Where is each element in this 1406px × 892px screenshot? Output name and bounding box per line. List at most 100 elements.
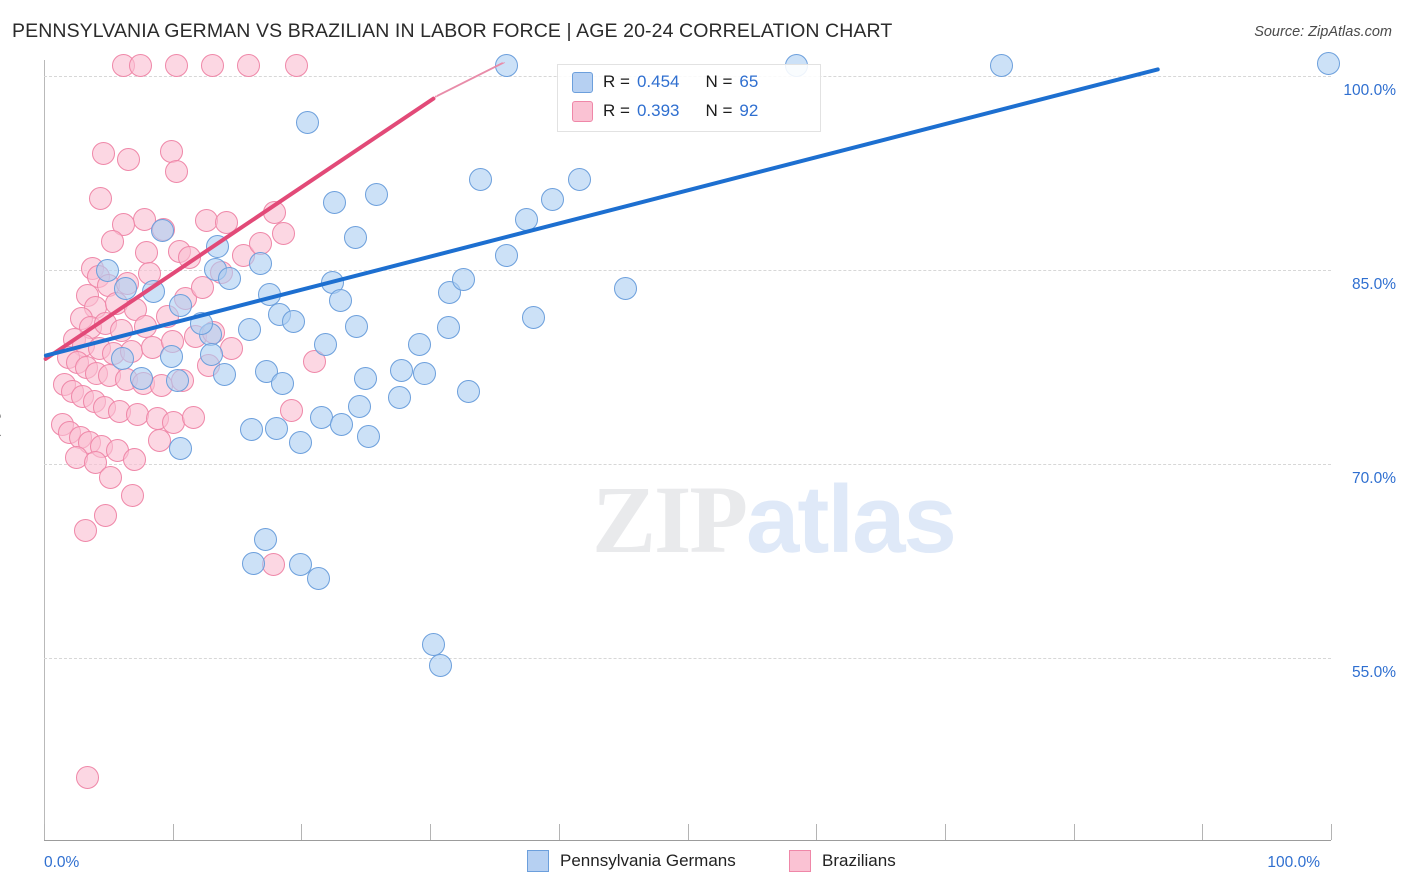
x-axis-tick bbox=[1074, 824, 1075, 840]
data-point bbox=[242, 551, 266, 575]
data-point bbox=[73, 519, 97, 543]
data-point bbox=[91, 141, 115, 165]
data-point bbox=[329, 413, 353, 437]
data-point bbox=[390, 358, 414, 382]
x-axis-tick bbox=[688, 824, 689, 840]
data-point bbox=[422, 633, 446, 657]
x-axis-tick bbox=[173, 824, 174, 840]
x-axis-tick-label-min: 0.0% bbox=[44, 854, 80, 871]
data-point bbox=[111, 347, 134, 371]
data-point bbox=[261, 552, 285, 576]
data-point bbox=[521, 305, 545, 329]
data-point bbox=[199, 343, 223, 367]
y-axis-tick-label: 85.0% bbox=[1352, 275, 1396, 293]
data-point bbox=[408, 333, 432, 357]
data-point bbox=[159, 344, 183, 368]
data-point bbox=[217, 267, 241, 291]
data-point bbox=[94, 503, 118, 527]
data-point bbox=[122, 448, 146, 472]
data-point bbox=[540, 188, 564, 212]
watermark-atlas: atlas bbox=[746, 466, 957, 573]
data-point bbox=[436, 316, 460, 340]
zipatlas-watermark: ZIPatlas bbox=[592, 464, 957, 575]
data-point bbox=[428, 653, 452, 677]
y-axis-title: In Labor Force | Age 20-24 bbox=[0, 361, 2, 539]
data-point bbox=[1316, 52, 1340, 76]
data-point bbox=[271, 221, 295, 245]
data-point bbox=[284, 53, 308, 77]
data-point bbox=[494, 53, 518, 77]
x-axis-tick-label-max: 100.0% bbox=[1267, 854, 1320, 871]
stats-r-value-pink: 0.393 bbox=[636, 101, 680, 120]
data-point bbox=[150, 219, 174, 243]
stats-row-pennsylvania-germans: R = 0.454 N = 65 bbox=[572, 69, 758, 95]
x-axis-tick bbox=[559, 824, 560, 840]
data-point bbox=[302, 349, 326, 373]
gridline bbox=[44, 269, 1331, 271]
data-point bbox=[168, 294, 192, 318]
x-axis-tick bbox=[301, 824, 302, 840]
data-point bbox=[387, 386, 411, 410]
data-point bbox=[452, 268, 476, 292]
x-axis-tick bbox=[44, 824, 45, 840]
legend-swatch-pennsylvania-germans bbox=[527, 850, 549, 872]
data-point bbox=[990, 53, 1014, 77]
x-axis-tick bbox=[816, 824, 817, 840]
data-point bbox=[181, 405, 205, 429]
data-point bbox=[238, 317, 262, 341]
stats-swatch-pennsylvania-germans bbox=[572, 71, 593, 93]
data-point bbox=[148, 428, 172, 452]
data-point bbox=[239, 418, 263, 442]
stats-n-value-pink: 92 bbox=[739, 101, 759, 120]
data-point bbox=[117, 148, 141, 172]
data-point bbox=[296, 110, 320, 134]
source-attribution: Source: ZipAtlas.com bbox=[1254, 24, 1392, 40]
y-axis-tick-label: 55.0% bbox=[1352, 663, 1396, 681]
data-point bbox=[113, 277, 137, 301]
watermark-zip: ZIP bbox=[592, 466, 748, 573]
data-point bbox=[494, 243, 518, 267]
legend-swatch-brazilians bbox=[789, 850, 811, 872]
y-axis-tick-label: 100.0% bbox=[1343, 81, 1396, 99]
gridline bbox=[44, 657, 1331, 659]
x-axis-line bbox=[44, 840, 1331, 841]
data-point bbox=[165, 53, 189, 77]
data-point bbox=[457, 379, 481, 403]
data-point bbox=[356, 424, 380, 448]
data-point bbox=[265, 417, 289, 441]
data-point bbox=[135, 241, 159, 265]
data-point bbox=[76, 766, 100, 790]
data-point bbox=[345, 314, 369, 338]
data-point bbox=[83, 450, 107, 474]
data-point bbox=[347, 395, 371, 419]
data-point bbox=[129, 53, 153, 77]
data-point bbox=[95, 259, 119, 283]
data-point bbox=[165, 159, 189, 183]
legend-item-brazilians[interactable]: Brazilians bbox=[789, 850, 896, 872]
data-point bbox=[166, 369, 190, 393]
data-point bbox=[212, 362, 236, 386]
correlation-stats-box: R = 0.454 N = 65 R = 0.393 N = 92 bbox=[557, 64, 821, 132]
data-point bbox=[323, 190, 347, 214]
data-point bbox=[288, 552, 312, 576]
x-axis-tick bbox=[945, 824, 946, 840]
data-point bbox=[220, 336, 244, 360]
data-point bbox=[279, 399, 303, 423]
data-point bbox=[354, 366, 378, 390]
data-point bbox=[121, 484, 145, 508]
data-point bbox=[567, 167, 591, 191]
data-point bbox=[468, 167, 492, 191]
data-point bbox=[270, 371, 294, 395]
page-title: PENNSYLVANIA GERMAN VS BRAZILIAN IN LABO… bbox=[12, 20, 893, 42]
stats-n-key-blue: N = bbox=[705, 72, 733, 91]
x-axis-tick bbox=[1202, 824, 1203, 840]
stats-n-value-blue: 65 bbox=[739, 72, 759, 91]
data-point bbox=[130, 366, 154, 390]
data-point bbox=[343, 225, 367, 249]
y-axis-tick-label: 70.0% bbox=[1352, 469, 1396, 487]
legend-item-pennsylvania-germans[interactable]: Pennsylvania Germans bbox=[527, 850, 736, 872]
stats-r-key-pink: R = bbox=[603, 101, 630, 120]
x-axis-tick bbox=[430, 824, 431, 840]
data-point bbox=[253, 528, 277, 552]
data-point bbox=[237, 53, 261, 77]
